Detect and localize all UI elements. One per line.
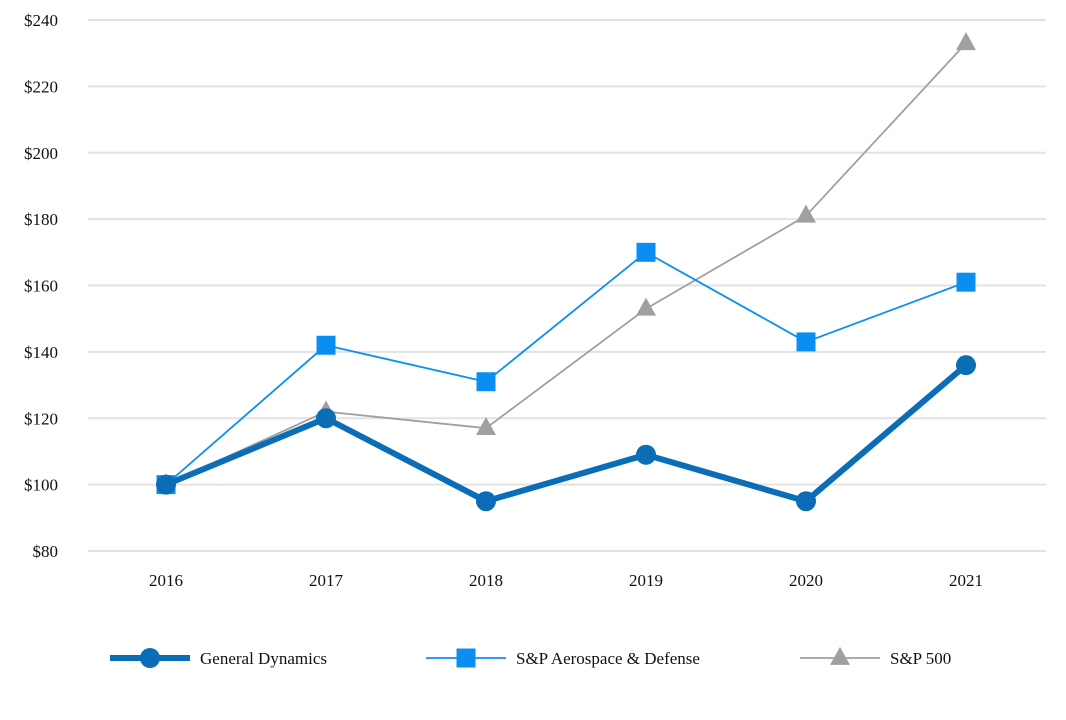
y-tick-label: $160 <box>24 277 58 296</box>
series-layer <box>156 32 976 512</box>
y-tick-label: $180 <box>24 210 58 229</box>
circle-marker <box>956 355 976 376</box>
x-axis: 2016 2017 2018 2019 2020 2021 <box>149 571 983 590</box>
circle-marker <box>156 474 176 495</box>
x-tick-label: 2016 <box>149 571 183 590</box>
square-marker <box>636 242 656 262</box>
circle-marker <box>316 408 336 429</box>
square-marker <box>316 335 336 355</box>
circle-marker <box>476 491 496 512</box>
square-marker <box>956 272 976 292</box>
series-line <box>164 362 968 505</box>
triangle-marker <box>476 417 496 436</box>
y-tick-label: $240 <box>24 11 58 30</box>
x-tick-label: 2019 <box>629 571 663 590</box>
legend-label: S&P Aerospace & Defense <box>516 649 700 668</box>
series-general-dynamics <box>156 355 976 512</box>
x-tick-label: 2017 <box>309 571 344 590</box>
x-tick-label: 2021 <box>949 571 983 590</box>
y-tick-label: $80 <box>33 542 59 561</box>
square-marker <box>456 648 476 668</box>
legend-label: S&P 500 <box>890 649 951 668</box>
y-tick-label: $200 <box>24 144 58 163</box>
y-axis: $80 $100 $120 $140 $160 $180 $200 $220 $240 <box>24 11 58 561</box>
series-line <box>165 42 967 486</box>
square-marker <box>796 332 816 352</box>
legend-item: General Dynamics <box>110 648 327 668</box>
square-marker <box>476 372 496 392</box>
triangle-marker <box>636 297 656 316</box>
circle-marker <box>796 491 816 512</box>
y-tick-label: $220 <box>24 77 58 96</box>
gridlines <box>88 19 1046 552</box>
triangle-marker <box>830 646 850 665</box>
circle-marker <box>140 648 160 668</box>
circle-marker <box>636 444 656 465</box>
y-tick-label: $120 <box>24 409 58 428</box>
y-tick-label: $100 <box>24 476 58 495</box>
legend: General Dynamics S&P Aerospace & Defense S… <box>110 646 951 668</box>
legend-label: General Dynamics <box>200 649 327 668</box>
x-tick-label: 2018 <box>469 571 503 590</box>
triangle-marker <box>796 204 816 223</box>
series-s-p-aerospace-defense <box>156 242 976 495</box>
legend-item: S&P 500 <box>800 646 951 668</box>
triangle-marker <box>956 32 976 51</box>
x-tick-label: 2020 <box>789 571 823 590</box>
y-tick-label: $140 <box>24 343 58 362</box>
series-line <box>165 251 967 486</box>
legend-item: S&P Aerospace & Defense <box>426 648 700 668</box>
series-s-p-500 <box>156 32 976 492</box>
